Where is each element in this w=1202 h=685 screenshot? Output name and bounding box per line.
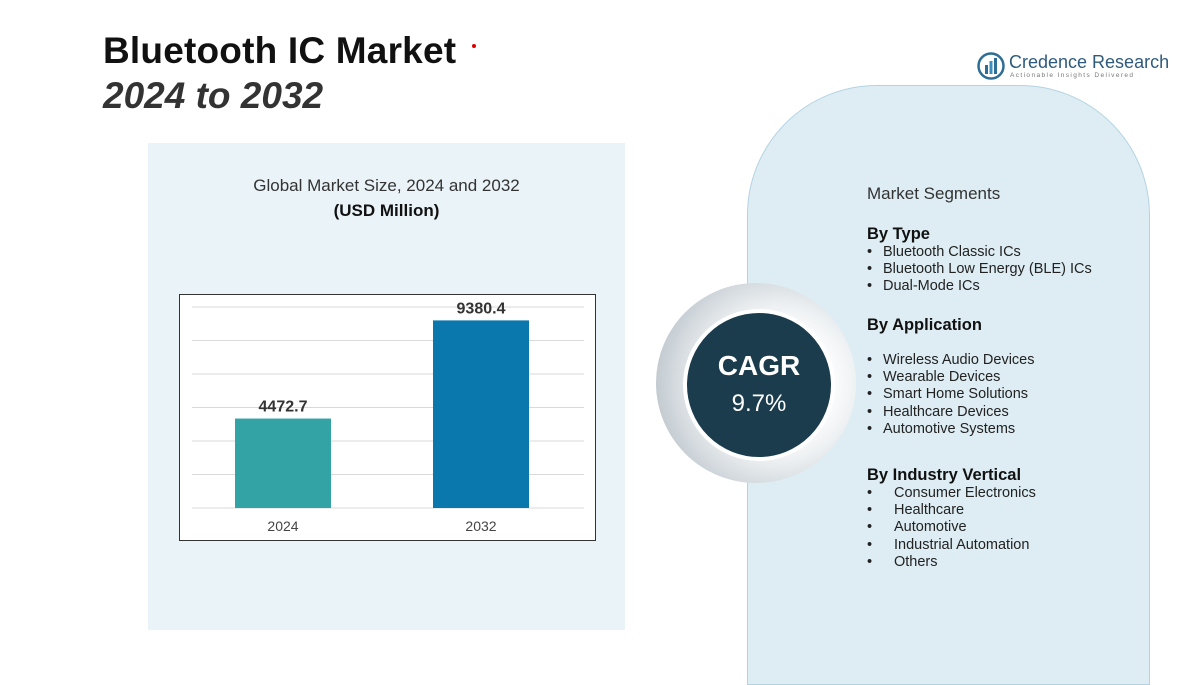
bar-2032 (433, 320, 529, 508)
cagr-label: CAGR (717, 350, 801, 381)
bar-chart: 4472.7 2024 9380.4 2032 (192, 300, 584, 534)
by-application-list: • Wireless Audio Devices • Wearable Device… (867, 352, 1035, 438)
list-item: • Consumer Electronics (867, 485, 1036, 501)
by-type-heading: By Type (867, 225, 930, 243)
list-item: • Healthcare (867, 502, 965, 519)
bar-2024 (235, 418, 331, 508)
logo-tagline: Actionable Insights Delivered (1010, 72, 1135, 79)
red-dot-decoration (472, 44, 476, 48)
x-tick-label-2032: 2032 (465, 518, 496, 534)
cagr-value: 9.7% (731, 390, 787, 417)
list-item: • Automotive Systems (867, 420, 1016, 437)
by-application-heading: By Application (867, 316, 982, 334)
list-item: • Dual-Mode ICs (867, 278, 980, 295)
by-industry-list: • Consumer Electronics • Healthcare • Autom… (867, 485, 1036, 571)
by-type-list: • Bluetooth Classic ICs • Bluetooth Low En… (867, 244, 1092, 296)
list-item: • Industrial Automation (867, 536, 1030, 553)
company-logo: Credence Research Actionable Insights De… (977, 52, 1170, 84)
list-item: • Smart Home Solutions (867, 386, 1029, 403)
chart-title: Global Market Size, 2024 and 2032 (253, 176, 520, 195)
page-subtitle-years: 2024 to 2032 (103, 75, 324, 116)
list-item: • Wearable Devices (867, 369, 1001, 386)
segments-title: Market Segments (867, 184, 1001, 203)
cagr-circle (683, 309, 835, 461)
chart-area: 4472.7 2024 9380.4 2032 (179, 294, 596, 541)
list-item: • Bluetooth Low Energy (BLE) ICs (867, 261, 1092, 278)
value-label-2024: 4472.7 (259, 399, 308, 416)
value-label-2032: 9380.4 (457, 300, 506, 317)
list-item: • Bluetooth Classic ICs (867, 244, 1021, 260)
list-item: • Automotive (867, 519, 967, 536)
logo-icon (977, 52, 1005, 80)
page-title: Bluetooth IC Market (103, 30, 457, 71)
x-tick-label-2024: 2024 (267, 518, 298, 534)
list-item: • Healthcare Devices (867, 403, 1009, 420)
by-industry-heading: By Industry Vertical (867, 466, 1022, 484)
list-item: • Wireless Audio Devices (867, 352, 1035, 368)
logo-name: Credence Research (1009, 52, 1170, 72)
chart-unit: (USD Million) (333, 201, 440, 220)
list-item: • Others (867, 553, 938, 570)
